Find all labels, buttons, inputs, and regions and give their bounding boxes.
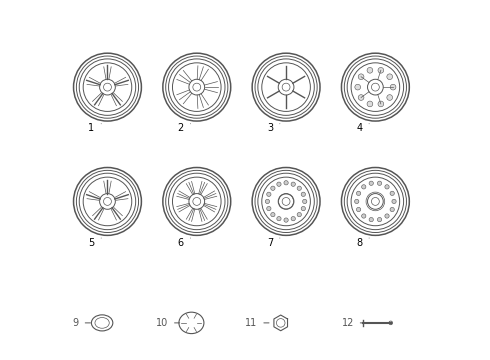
Text: 10: 10 <box>156 318 168 328</box>
Circle shape <box>378 67 384 73</box>
Circle shape <box>358 95 364 100</box>
Circle shape <box>390 84 396 90</box>
Circle shape <box>291 216 295 221</box>
Circle shape <box>271 186 275 190</box>
Circle shape <box>387 74 392 80</box>
Text: 2: 2 <box>177 123 184 133</box>
Circle shape <box>356 207 361 212</box>
Circle shape <box>367 101 373 107</box>
Circle shape <box>303 199 307 203</box>
Circle shape <box>377 181 382 185</box>
Circle shape <box>355 199 359 203</box>
Circle shape <box>301 192 305 197</box>
Text: 4: 4 <box>356 123 363 133</box>
Circle shape <box>271 212 275 217</box>
Circle shape <box>267 206 271 211</box>
Circle shape <box>297 212 301 217</box>
Text: 7: 7 <box>267 238 273 248</box>
Circle shape <box>291 182 295 186</box>
Text: 8: 8 <box>356 238 363 248</box>
Text: 11: 11 <box>245 318 258 328</box>
Circle shape <box>387 95 392 100</box>
Circle shape <box>369 181 373 185</box>
Circle shape <box>385 185 389 189</box>
Circle shape <box>355 84 361 90</box>
Circle shape <box>377 217 382 222</box>
Circle shape <box>284 181 288 185</box>
Circle shape <box>390 191 394 195</box>
Text: 6: 6 <box>178 238 184 248</box>
Circle shape <box>267 192 271 197</box>
Circle shape <box>284 218 288 222</box>
Circle shape <box>390 207 394 212</box>
Text: 12: 12 <box>342 318 354 328</box>
Circle shape <box>265 199 270 203</box>
Text: 3: 3 <box>267 123 273 133</box>
Circle shape <box>297 186 301 190</box>
Text: 1: 1 <box>88 123 95 133</box>
Circle shape <box>358 74 364 80</box>
Circle shape <box>367 67 373 73</box>
Circle shape <box>362 214 366 218</box>
Circle shape <box>277 182 281 186</box>
Circle shape <box>362 185 366 189</box>
Circle shape <box>301 206 305 211</box>
Text: 9: 9 <box>73 318 79 328</box>
Circle shape <box>356 191 361 195</box>
Circle shape <box>378 101 384 107</box>
Text: 5: 5 <box>88 238 95 248</box>
Circle shape <box>385 214 389 218</box>
Circle shape <box>277 216 281 221</box>
Circle shape <box>369 217 373 222</box>
Circle shape <box>392 199 396 203</box>
